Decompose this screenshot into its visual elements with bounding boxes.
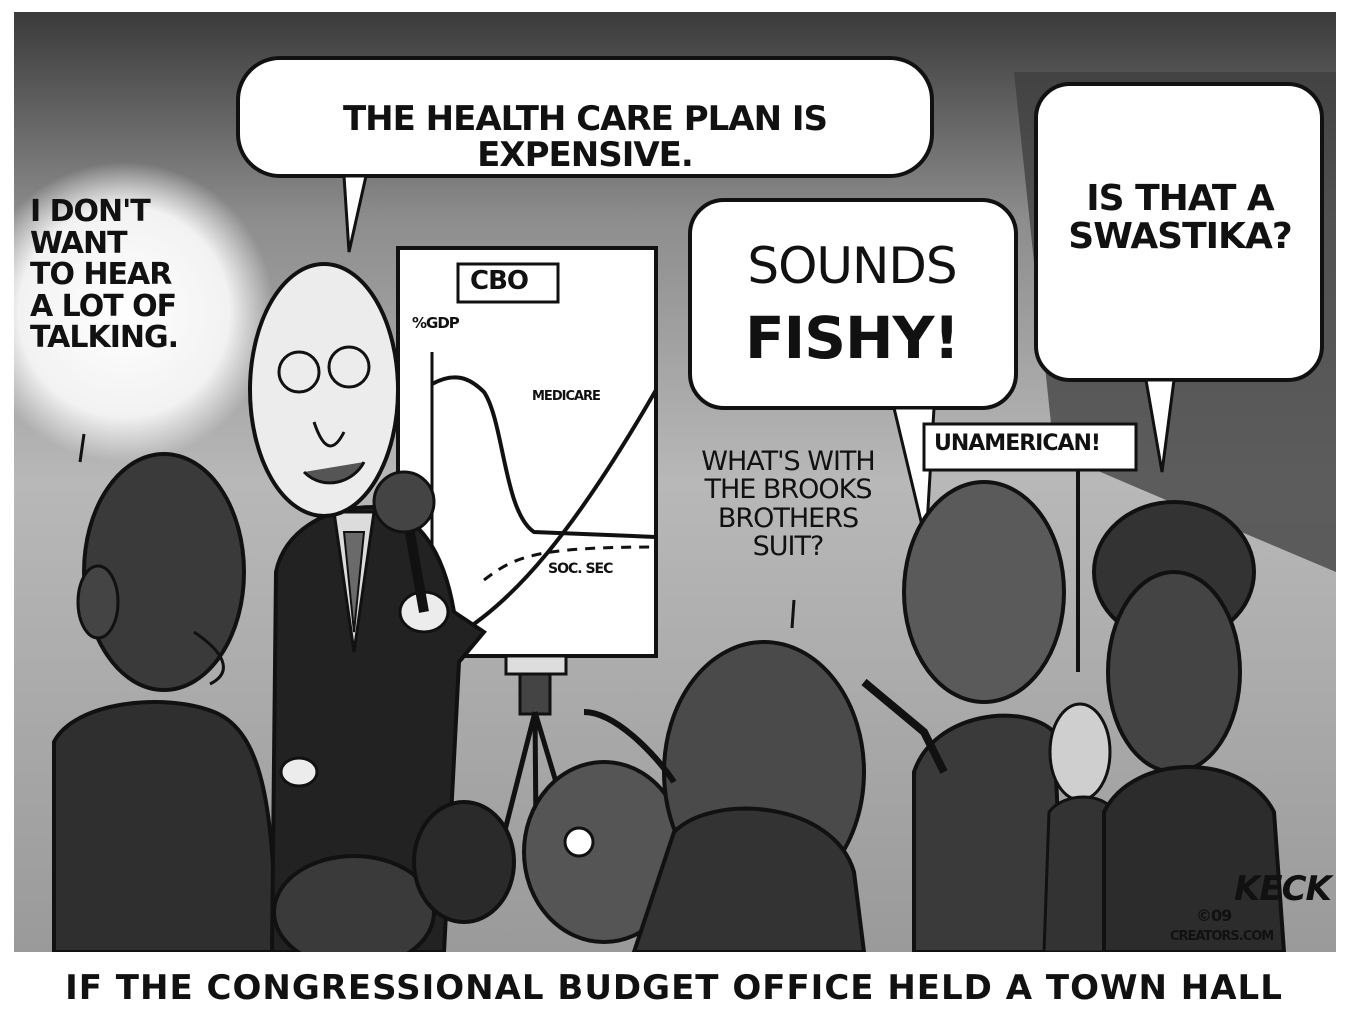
cartoon-illustration — [14, 12, 1336, 952]
brooks-brothers-text: WHAT'S WITH THE BROOKS BROTHERS SUIT? — [701, 446, 875, 563]
chart-title-box — [456, 262, 560, 304]
chart-medicare-label: MEDICARE — [532, 389, 601, 404]
left-figure — [52, 452, 279, 952]
protest-sign-text: UNAMERICAN! — [934, 431, 1101, 456]
swastika-speech-text: IS THAT A SWASTIKA? — [1068, 178, 1292, 257]
left-figure-speech-text: I DON'T WANT TO HEAR A LOT OF TALKING. — [30, 194, 179, 355]
fishy-text: FISHY! — [745, 304, 960, 372]
sounds-text: SOUNDS — [747, 237, 957, 295]
artist-signature: KECK — [1234, 869, 1332, 909]
protest-sign — [922, 422, 1138, 672]
left-speech-tail — [78, 433, 86, 463]
copyright-year: ©09 — [1196, 906, 1232, 925]
audience — [272, 480, 1287, 952]
cartoon-panel: CBO %GDP MEDICARE SOC. SEC THE HEALTH CA… — [14, 12, 1336, 952]
chart-y-axis-label: %GDP — [412, 314, 460, 332]
cartoon-caption: IF THE CONGRESSIONAL BUDGET OFFICE HELD … — [65, 968, 1283, 1008]
chart-title: CBO — [470, 266, 529, 296]
brooks-speech-tail — [790, 599, 796, 629]
presenter-speech-bubble — [236, 56, 934, 253]
swastika-speech-bubble — [1034, 82, 1324, 473]
presenter-speech-text: THE HEALTH CARE PLAN IS EXPENSIVE. — [342, 99, 828, 175]
background-glow — [14, 162, 274, 462]
creators-credit: CREATORS.COM — [1170, 929, 1274, 944]
chart-board — [396, 246, 658, 843]
chart-socsec-label: SOC. SEC — [548, 561, 613, 577]
